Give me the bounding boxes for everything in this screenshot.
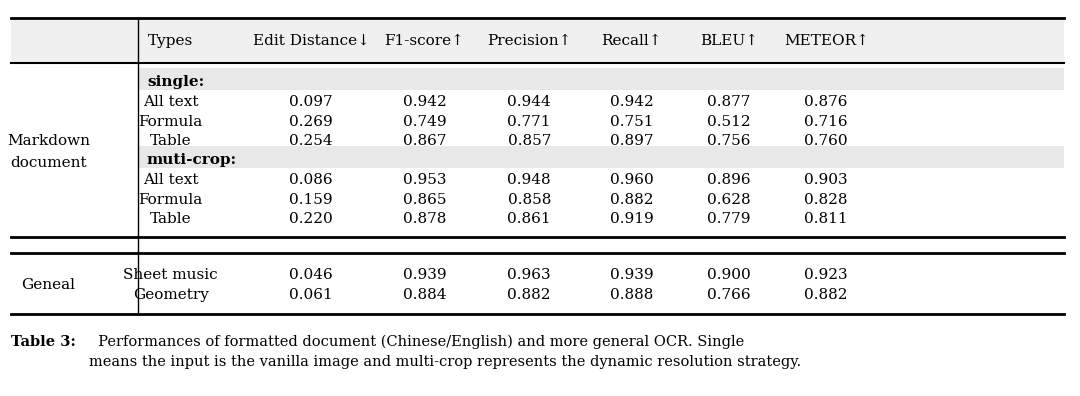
Text: 0.882: 0.882 bbox=[805, 288, 848, 302]
Text: 0.858: 0.858 bbox=[508, 192, 551, 207]
Text: 0.960: 0.960 bbox=[610, 173, 653, 187]
Text: 0.628: 0.628 bbox=[707, 192, 751, 207]
Text: 0.919: 0.919 bbox=[610, 212, 653, 227]
Text: 0.811: 0.811 bbox=[805, 212, 848, 227]
Text: 0.771: 0.771 bbox=[508, 114, 551, 129]
Text: 0.942: 0.942 bbox=[610, 95, 653, 109]
Text: 0.939: 0.939 bbox=[610, 268, 653, 282]
Text: 0.897: 0.897 bbox=[610, 134, 653, 148]
Text: 0.097: 0.097 bbox=[289, 95, 333, 109]
Text: Geometry: Geometry bbox=[133, 288, 208, 302]
Text: 0.749: 0.749 bbox=[403, 114, 446, 129]
Text: single:: single: bbox=[147, 75, 204, 89]
Text: 0.878: 0.878 bbox=[403, 212, 446, 227]
Text: 0.269: 0.269 bbox=[289, 114, 333, 129]
Text: 0.828: 0.828 bbox=[805, 192, 848, 207]
Text: Table: Table bbox=[150, 134, 191, 148]
Text: muti-crop:: muti-crop: bbox=[147, 153, 237, 167]
Text: 0.159: 0.159 bbox=[289, 192, 333, 207]
Text: F1-score↑: F1-score↑ bbox=[384, 34, 464, 48]
Text: Recall↑: Recall↑ bbox=[602, 34, 662, 48]
Text: 0.760: 0.760 bbox=[805, 134, 848, 148]
Text: 0.948: 0.948 bbox=[508, 173, 551, 187]
Text: Precision↑: Precision↑ bbox=[487, 34, 571, 48]
Text: 0.861: 0.861 bbox=[508, 212, 551, 227]
Text: BLEU↑: BLEU↑ bbox=[700, 34, 758, 48]
Text: 0.766: 0.766 bbox=[707, 288, 751, 302]
Text: 0.888: 0.888 bbox=[610, 288, 653, 302]
Text: 0.086: 0.086 bbox=[289, 173, 333, 187]
Text: METEOR↑: METEOR↑ bbox=[784, 34, 868, 48]
Text: 0.756: 0.756 bbox=[707, 134, 751, 148]
Text: Types: Types bbox=[148, 34, 193, 48]
Text: 0.865: 0.865 bbox=[403, 192, 446, 207]
Text: Formula: Formula bbox=[138, 192, 203, 207]
Text: Table: Table bbox=[150, 212, 191, 227]
Text: 0.857: 0.857 bbox=[508, 134, 551, 148]
Text: 0.876: 0.876 bbox=[805, 95, 848, 109]
Text: 0.882: 0.882 bbox=[508, 288, 551, 302]
Text: Edit Distance↓: Edit Distance↓ bbox=[253, 34, 369, 48]
Text: Table 3:: Table 3: bbox=[11, 335, 76, 348]
Text: 0.751: 0.751 bbox=[610, 114, 653, 129]
Text: 0.716: 0.716 bbox=[805, 114, 848, 129]
Text: 0.220: 0.220 bbox=[289, 212, 333, 227]
Text: document: document bbox=[11, 156, 86, 169]
Text: 0.900: 0.900 bbox=[707, 268, 751, 282]
Text: 0.512: 0.512 bbox=[707, 114, 751, 129]
Text: 0.903: 0.903 bbox=[805, 173, 848, 187]
Text: Geneal: Geneal bbox=[22, 278, 76, 292]
Text: 0.779: 0.779 bbox=[707, 212, 751, 227]
Text: 0.953: 0.953 bbox=[403, 173, 446, 187]
Text: Sheet music: Sheet music bbox=[123, 268, 218, 282]
Text: 0.923: 0.923 bbox=[805, 268, 848, 282]
Text: 0.046: 0.046 bbox=[289, 268, 333, 282]
Text: All text: All text bbox=[143, 173, 199, 187]
Text: Markdown: Markdown bbox=[8, 134, 90, 148]
Bar bbox=[11, 18, 1064, 63]
Text: Performances of formatted document (Chinese/English) and more general OCR. Singl: Performances of formatted document (Chin… bbox=[89, 335, 800, 369]
Text: 0.944: 0.944 bbox=[508, 95, 551, 109]
Bar bbox=[138, 146, 1064, 168]
Text: 0.896: 0.896 bbox=[707, 173, 751, 187]
Text: 0.254: 0.254 bbox=[289, 134, 333, 148]
Text: 0.867: 0.867 bbox=[403, 134, 446, 148]
Bar bbox=[138, 68, 1064, 90]
Text: 0.877: 0.877 bbox=[707, 95, 751, 109]
Text: 0.061: 0.061 bbox=[289, 288, 333, 302]
Text: 0.939: 0.939 bbox=[403, 268, 446, 282]
Text: 0.882: 0.882 bbox=[610, 192, 653, 207]
Text: 0.884: 0.884 bbox=[403, 288, 446, 302]
Text: All text: All text bbox=[143, 95, 199, 109]
Text: 0.963: 0.963 bbox=[508, 268, 551, 282]
Text: Formula: Formula bbox=[138, 114, 203, 129]
Text: 0.942: 0.942 bbox=[403, 95, 446, 109]
